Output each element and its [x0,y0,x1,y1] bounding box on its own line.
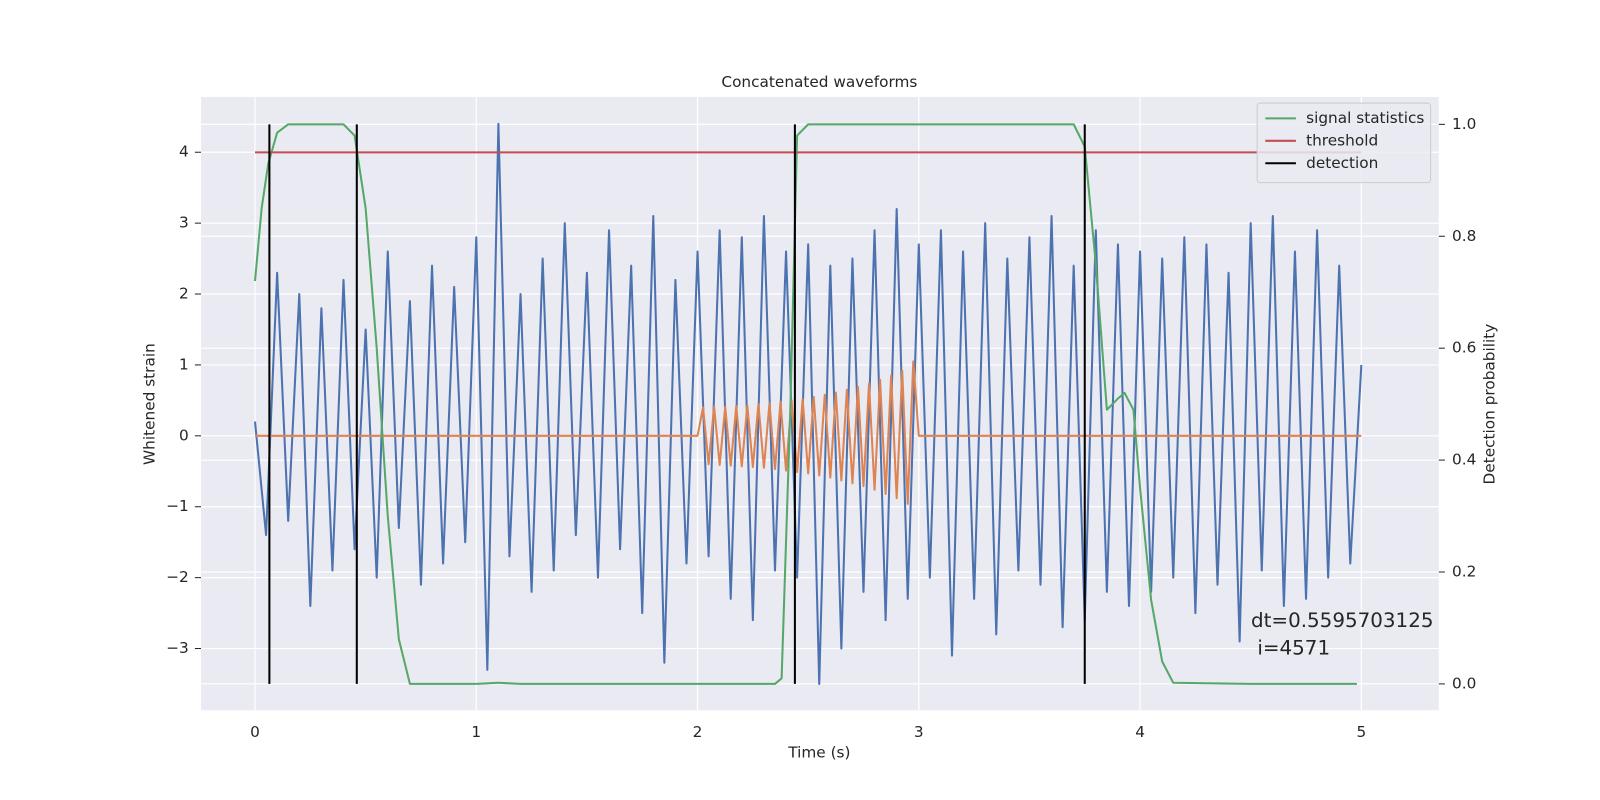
annotation: i=4571 [1251,636,1330,659]
y-tick-label: 1 [179,355,189,373]
y2-axis-label: Detection probability [1480,324,1498,485]
y-tick-label: 0 [179,426,189,444]
y-tick-label: 4 [179,143,189,161]
y-tick-label: −1 [166,497,189,515]
y-axis-label: Whitened strain [141,343,159,465]
legend-label: threshold [1306,131,1378,149]
x-tick-label: 0 [250,723,260,741]
y2-tick-label: 0.2 [1452,562,1476,580]
x-tick-label: 3 [914,723,924,741]
legend-box [1256,102,1432,184]
y2-tick-label: 0.4 [1452,451,1476,469]
legend-label: signal statistics [1306,109,1424,127]
y-tick-label: 2 [179,285,189,303]
y2-tick-label: 0.8 [1452,227,1476,245]
x-tick-label: 5 [1356,723,1366,741]
x-tick-label: 1 [471,723,481,741]
series-line [255,360,1362,505]
y-tick-label: −2 [166,568,189,586]
x-axis-label: Time (s) [787,744,850,762]
series-line [253,123,1357,685]
y2-tick-label: 0.0 [1452,674,1476,692]
legend-label: detection [1306,154,1378,172]
y2-tick-label: 1.0 [1452,115,1476,133]
x-tick-label: 2 [693,723,703,741]
y-tick-label: −3 [166,639,189,657]
series-line [253,122,1363,685]
chart-title: Concatenated waveforms [721,73,917,91]
y-tick-label: 3 [179,214,189,232]
annotation: dt=0.5595703125 [1251,609,1433,632]
y2-tick-label: 0.6 [1452,339,1476,357]
x-tick-label: 4 [1135,723,1145,741]
